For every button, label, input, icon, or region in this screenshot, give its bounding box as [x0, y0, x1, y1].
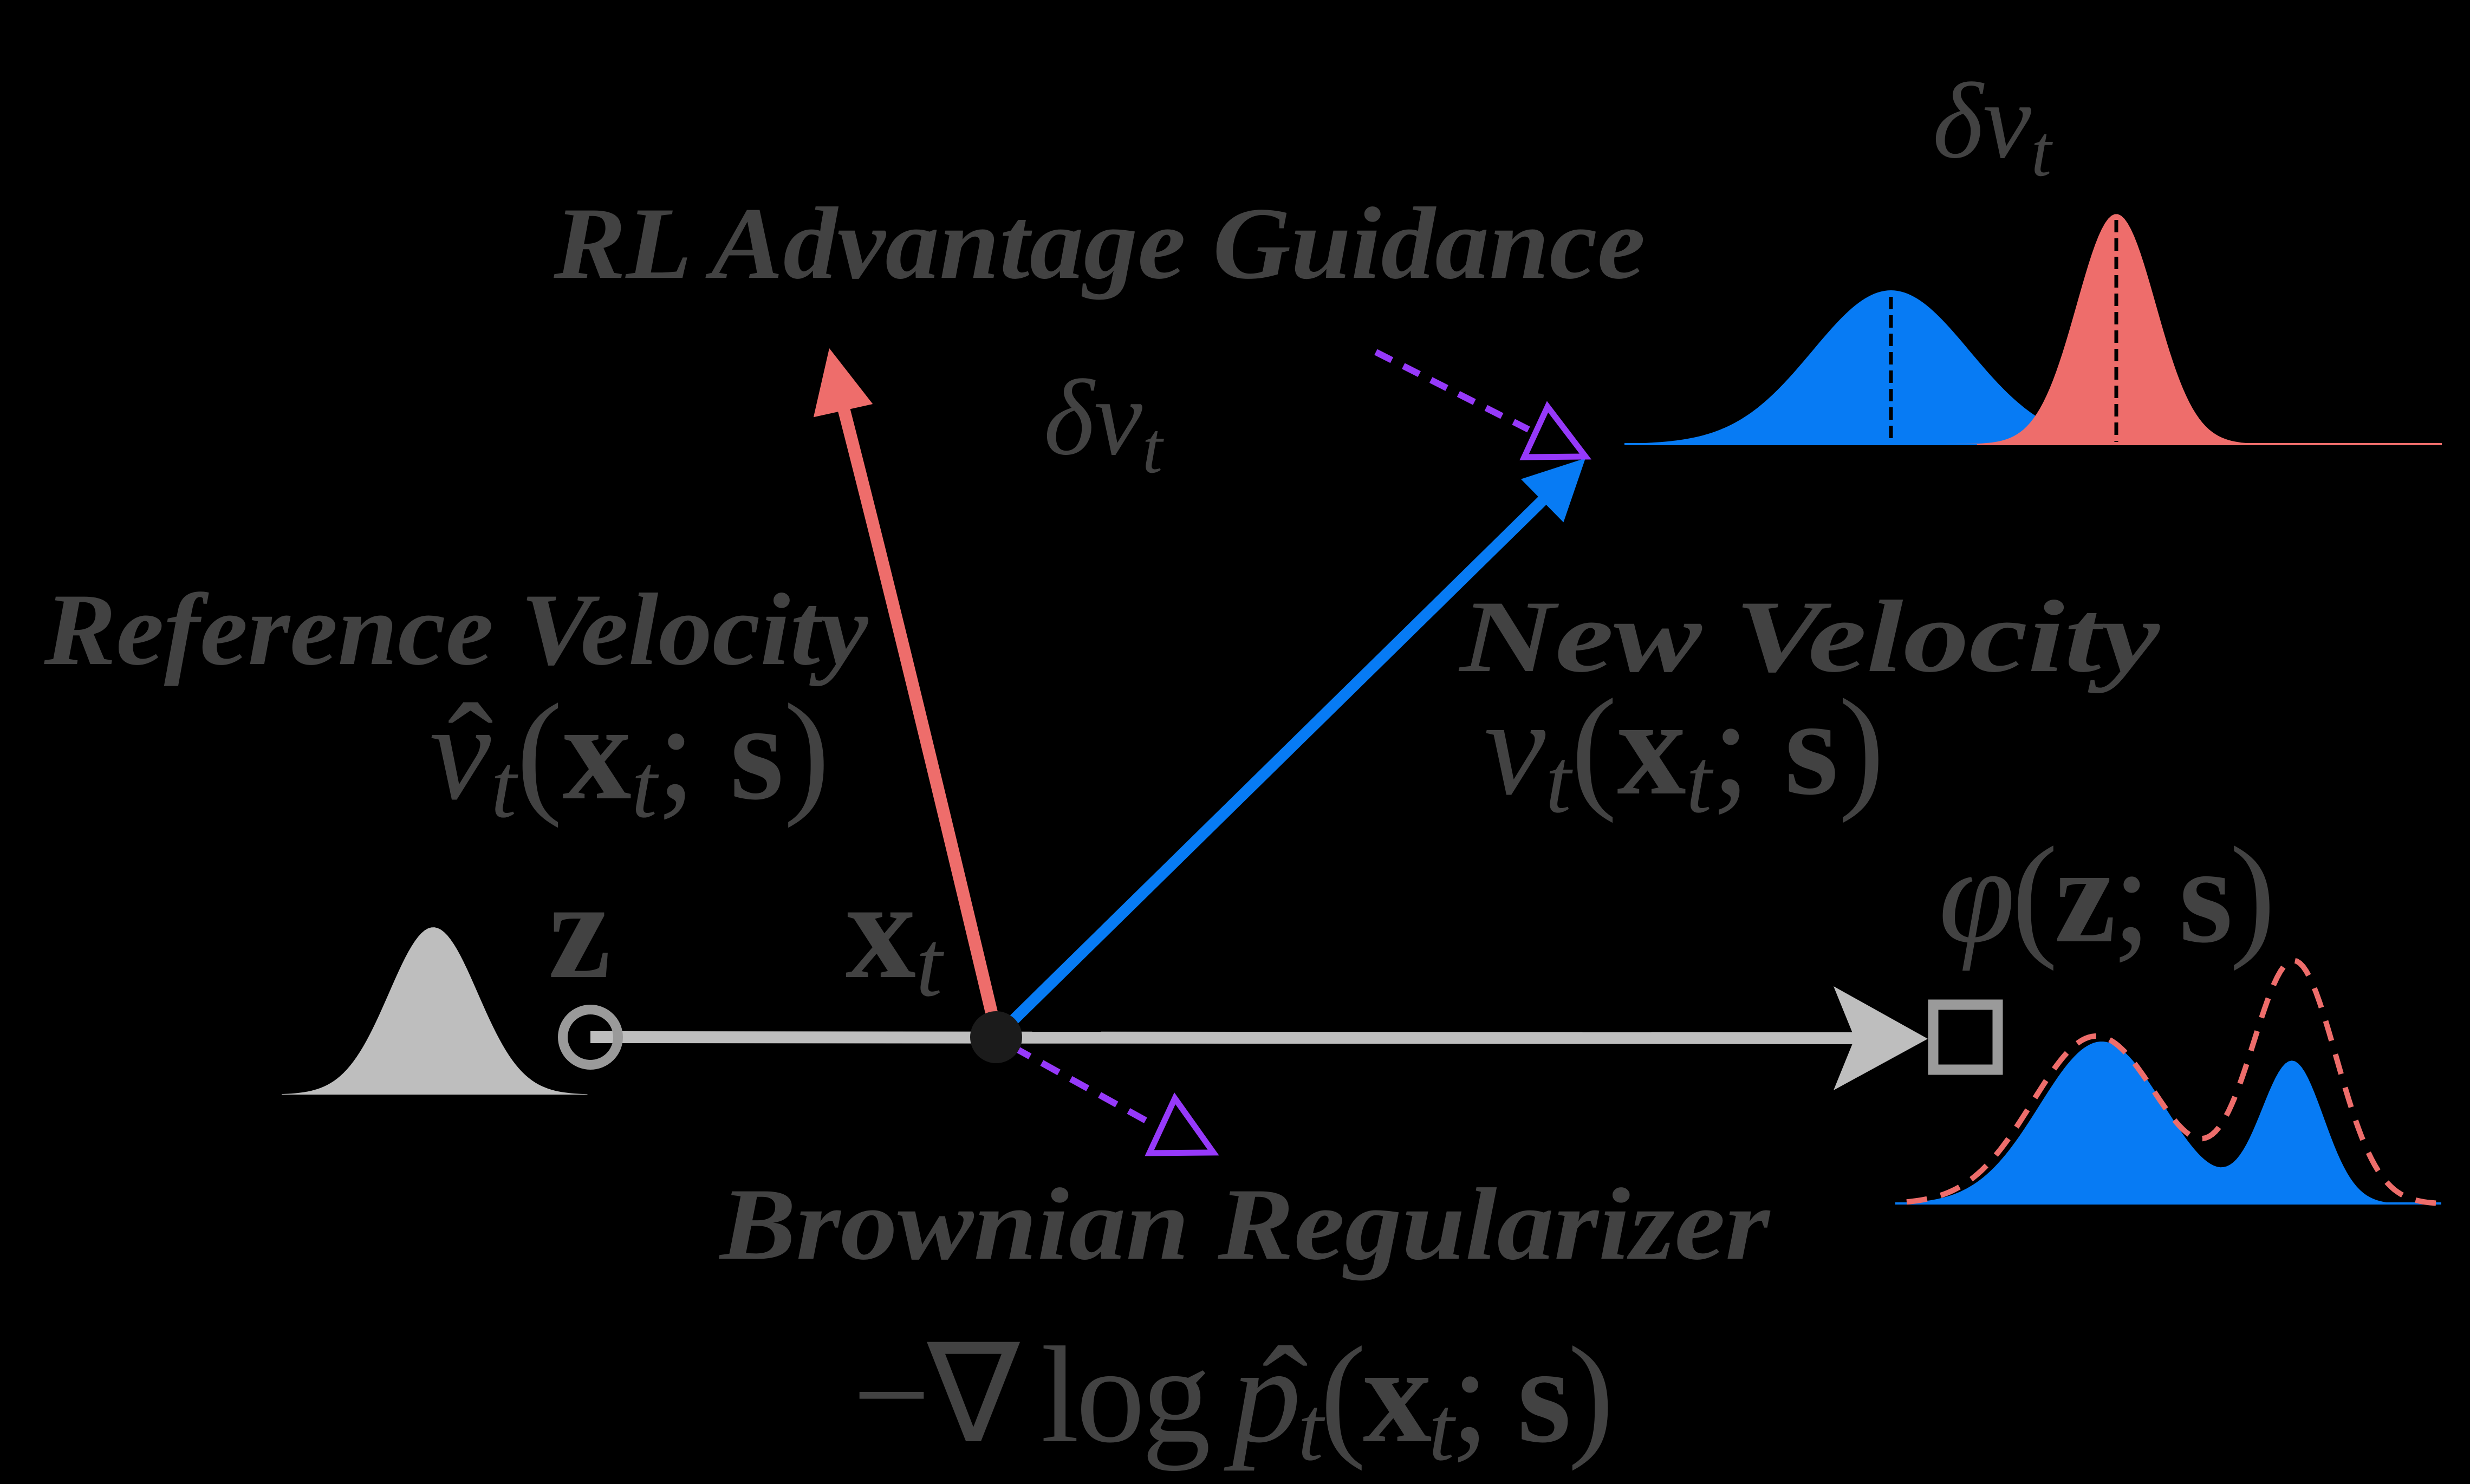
- svg-text:xt: xt: [846, 852, 945, 1016]
- svg-text:vt(xt; s): vt(xt; s): [1484, 671, 1884, 832]
- svg-text:δvt: δvt: [1933, 61, 2053, 192]
- svg-text:ˆ: ˆ: [1262, 1319, 1308, 1472]
- svg-text:New Velocity: New Velocity: [1458, 580, 2160, 694]
- svg-text:ˆ: ˆ: [447, 676, 493, 829]
- svg-text:Reference Velocity: Reference Velocity: [43, 573, 868, 687]
- svg-text:φ(z; s): φ(z; s): [1939, 819, 2272, 972]
- svg-text:z: z: [548, 852, 610, 1008]
- svg-text:vt(xt; s): vt(xt; s): [430, 676, 830, 837]
- svg-text:RL Advantage Guidance: RL Advantage Guidance: [553, 187, 1645, 301]
- svg-text:δvt: δvt: [1044, 358, 1165, 489]
- svg-text:−∇ log pt(xt; s): −∇ log pt(xt; s): [853, 1319, 1611, 1480]
- svg-text:Brownian Regularizer: Brownian Regularizer: [719, 1168, 1771, 1281]
